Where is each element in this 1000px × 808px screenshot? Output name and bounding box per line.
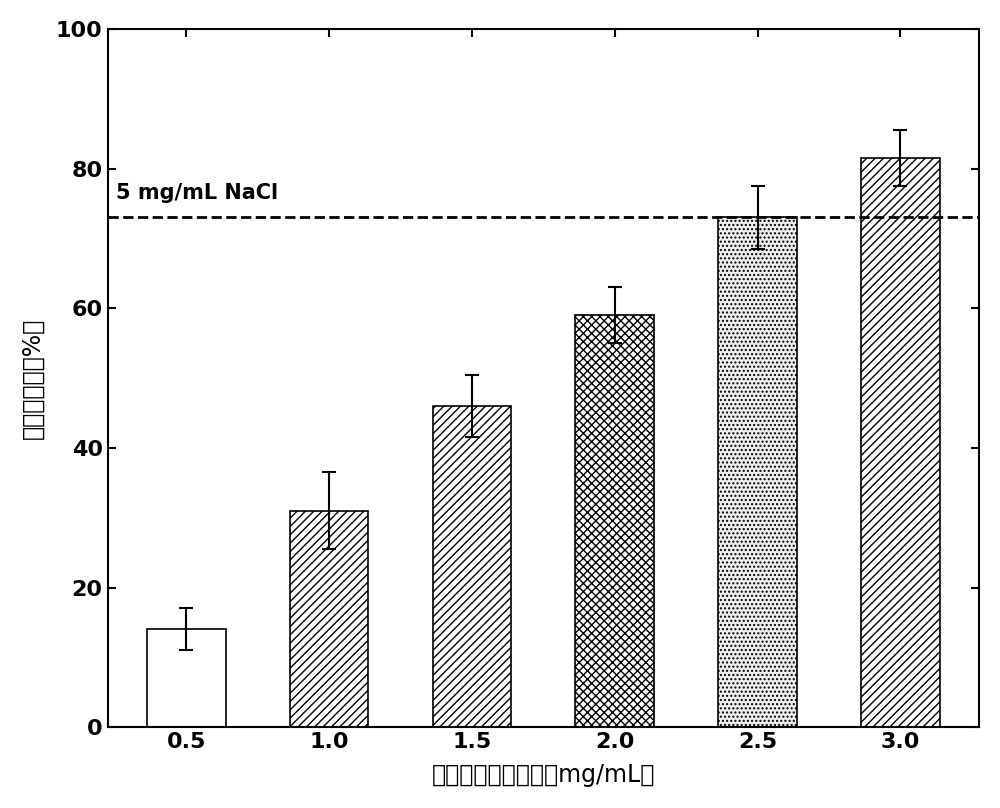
Text: 5 mg/mL NaCl: 5 mg/mL NaCl: [116, 183, 278, 204]
Bar: [718, 217, 797, 727]
Bar: [575, 315, 654, 727]
Y-axis label: 和味增强率（%）: 和味增强率（%）: [21, 318, 45, 439]
Bar: [861, 158, 940, 727]
Bar: [433, 406, 511, 727]
Bar: [290, 511, 368, 727]
Bar: [147, 629, 226, 727]
X-axis label: 猚骨咋味肽添加量（mg/mL）: 猚骨咋味肽添加量（mg/mL）: [432, 764, 655, 787]
